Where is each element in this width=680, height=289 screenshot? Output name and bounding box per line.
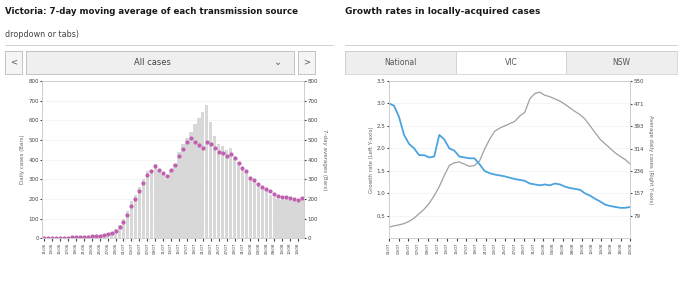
Bar <box>74 237 78 238</box>
Bar <box>141 179 145 238</box>
Text: >: > <box>303 58 310 67</box>
Bar <box>241 168 244 238</box>
Bar <box>94 235 97 238</box>
Bar <box>269 195 272 238</box>
Bar <box>456 51 566 74</box>
Bar <box>345 51 456 74</box>
Bar <box>110 231 114 238</box>
Bar <box>90 236 93 238</box>
Bar <box>182 144 185 238</box>
Text: dropdown or tabs): dropdown or tabs) <box>5 30 80 39</box>
Bar <box>169 170 173 238</box>
Bar <box>280 200 284 238</box>
Text: Victoria: 7-day moving average of each transmission source: Victoria: 7-day moving average of each t… <box>5 7 299 16</box>
Y-axis label: Growth rate (Left Y-axis): Growth rate (Left Y-axis) <box>369 126 374 193</box>
Bar <box>205 105 209 238</box>
Bar <box>301 199 304 238</box>
Bar <box>86 236 90 238</box>
Bar <box>260 187 264 238</box>
Bar <box>102 234 105 238</box>
Bar <box>150 170 153 238</box>
Bar <box>201 112 205 238</box>
Bar <box>213 136 216 238</box>
Bar <box>233 156 236 238</box>
Text: Growth rates in locally-acquired cases: Growth rates in locally-acquired cases <box>345 7 541 16</box>
Bar <box>256 183 260 238</box>
Bar <box>217 144 220 238</box>
Bar <box>221 146 224 238</box>
Bar <box>165 179 169 238</box>
Bar <box>78 237 82 238</box>
Bar <box>106 233 109 238</box>
Y-axis label: Daily cases (Bars): Daily cases (Bars) <box>20 135 25 184</box>
Bar <box>158 171 161 238</box>
Bar <box>146 171 149 238</box>
Text: All cases: All cases <box>134 58 171 67</box>
Bar <box>114 229 117 238</box>
Bar <box>292 201 296 238</box>
Text: NSW: NSW <box>613 58 630 67</box>
Bar <box>185 138 188 238</box>
Bar <box>288 200 292 238</box>
Bar <box>118 225 121 238</box>
Bar <box>249 179 252 238</box>
Bar <box>126 211 129 238</box>
Bar <box>209 122 212 238</box>
Bar <box>566 51 677 74</box>
Bar <box>173 164 177 238</box>
Bar <box>189 132 192 238</box>
Text: National: National <box>384 58 417 67</box>
Bar <box>98 235 101 238</box>
Y-axis label: 7-day averages (Bars): 7-day averages (Bars) <box>322 129 327 190</box>
Text: ⌄: ⌄ <box>274 57 282 67</box>
Bar <box>229 148 233 238</box>
Bar <box>122 219 125 238</box>
Bar <box>237 162 240 238</box>
Bar <box>70 237 73 238</box>
Bar <box>177 152 181 238</box>
Bar <box>161 175 165 238</box>
Bar <box>296 202 300 238</box>
Bar <box>253 181 256 238</box>
Bar <box>197 118 201 238</box>
Text: VIC: VIC <box>505 58 517 67</box>
Bar <box>273 197 276 238</box>
Bar <box>277 199 280 238</box>
Bar <box>265 191 268 238</box>
Y-axis label: Average daily cases (Right Y-axis): Average daily cases (Right Y-axis) <box>649 115 653 204</box>
Bar <box>154 164 157 238</box>
Bar <box>245 171 248 238</box>
Bar <box>284 199 288 238</box>
Bar <box>225 150 228 238</box>
Bar <box>193 124 197 238</box>
Bar <box>82 236 86 238</box>
Bar <box>130 201 133 238</box>
Bar <box>134 195 137 238</box>
Bar <box>137 187 141 238</box>
Text: <: < <box>10 58 18 67</box>
